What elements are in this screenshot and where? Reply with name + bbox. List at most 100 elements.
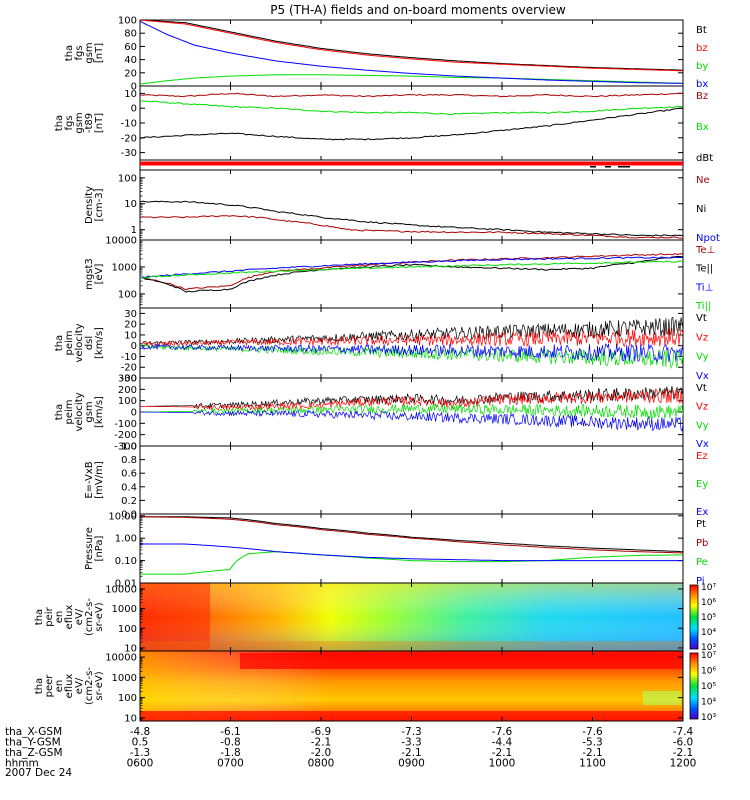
temperature-series-group (140, 253, 683, 293)
density-series-Ne (140, 215, 683, 239)
fgs-gsm-series-by (140, 74, 683, 85)
peir-spec-ylabel-0: tha (34, 609, 45, 625)
peer-spec-ytick-label-0: 10 (124, 713, 137, 724)
fgs-gsm-ylabel-2: gsm (84, 42, 95, 63)
date-label: 2007 Dec 24 (5, 767, 72, 779)
velocity-dsl-ytick-label-6: 30 (124, 309, 137, 320)
pressure-ytick-label-3: 10.00 (108, 511, 137, 522)
density-series-group (140, 200, 683, 239)
pressure-series-Pi (140, 543, 683, 562)
pressure-ytick-label-0: 0.01 (115, 579, 137, 590)
efield-frame (139, 445, 684, 515)
velocity-dsl-ytick-label-0: -30 (121, 374, 137, 385)
fgs-dsl-ylabel-2: gsm (74, 112, 85, 133)
temperature-legend-Ti: Ti|| (695, 301, 711, 312)
ephemeris-value-1-4: -4.4 (492, 737, 513, 749)
pressure-legend-Pb: Pb (696, 538, 708, 549)
hhmm-tick-4: 1000 (489, 758, 516, 770)
efield-ytick-label-4: 0.8 (121, 455, 137, 466)
velocity-gsm-legend-Vz: Vz (696, 402, 708, 413)
hhmm-tick-5: 1100 (579, 758, 606, 770)
flag-mark-1 (605, 166, 611, 168)
efield-ytick-label-5: 1.0 (121, 442, 137, 453)
hhmm-tick-3: 0900 (398, 758, 425, 770)
peir-spectrum-low (140, 641, 683, 651)
velocity-dsl-frame (139, 307, 684, 379)
ephemeris-value-1-1: -0.8 (220, 737, 241, 749)
velocity-dsl-ytick-label-4: 10 (124, 330, 137, 341)
panel-peer-spec: 10³ 10⁴ 10⁵ 10⁶ 10⁷ 10 100 1000 10000 tha peer en ef… (34, 650, 716, 724)
ephemeris-value-0-5: -7.6 (582, 726, 603, 738)
velocity-gsm-ytick-label-1: -200 (114, 430, 137, 441)
fgs-gsm-legend-by: by (696, 61, 708, 72)
hhmm-tick-6: 1200 (670, 758, 697, 770)
fgs-gsm-legend-bz: bz (696, 43, 708, 54)
peir-spec-colorbar-label-0: 10³ (701, 643, 716, 653)
efield-ylabel-1: [mV/m] (94, 461, 105, 499)
temperature-ylabel-1: [eV] (94, 264, 105, 285)
peer-spec-ytick-label-3: 10000 (105, 653, 137, 664)
pressure-legend-Pi: Pi (696, 576, 705, 587)
efield-ytick-label-3: 0.6 (121, 469, 137, 480)
velocity-dsl-ylabel-3: dsl (84, 336, 95, 350)
temperature-frame (139, 239, 684, 309)
fgs-dsl-legend-Bx: Bx (696, 122, 709, 133)
hhmm-tick-2: 0800 (308, 758, 335, 770)
velocity-dsl-ytick-label-2: -10 (121, 352, 137, 363)
temperature-legend-Te: Te|| (695, 264, 713, 275)
ephemeris-value-2-1: -1.8 (220, 747, 241, 759)
velocity-dsl-ylabel-1: peim (64, 330, 75, 355)
pressure-series-Pe (140, 551, 683, 575)
peer-spec-ylabel-3: eflux (64, 674, 75, 699)
fgs-gsm-series-bz (140, 20, 683, 72)
pressure-legend-Pe: Pe (696, 557, 708, 568)
velocity-gsm-series-group (140, 386, 683, 432)
velocity-gsm-legend-Vt: Vt (696, 383, 707, 394)
pressure-series-Pt (140, 516, 683, 553)
peir-spec-colorbar-label-2: 10⁵ (701, 613, 716, 623)
fgs-gsm-series-Bt (140, 20, 683, 71)
pressure-series-Pb (140, 516, 683, 554)
fgs-dsl-ytick-label-4: 10 (124, 89, 137, 100)
fgs-gsm-ytick-label-2: 40 (124, 55, 137, 66)
density-ytick-label-2: 100 (118, 173, 137, 184)
velocity-gsm-ytick-label-6: 300 (118, 374, 137, 385)
temperature-series-Te (140, 255, 683, 293)
density-legend-Npot: Npot (696, 233, 720, 244)
peer-spec-ylabel-4: eV/ (74, 677, 85, 694)
pressure-legend-Pt: Pt (696, 519, 706, 530)
ephemeris-value-1-3: -3.3 (401, 737, 422, 749)
temperature-ytick-label-1: 1000 (112, 262, 137, 273)
peir-spec-colorbar-label-3: 10⁶ (701, 598, 716, 608)
fgs-dsl-series-group (140, 92, 683, 141)
ephemeris-value-0-6: -7.4 (673, 726, 694, 738)
temperature-legend-Te: Te⊥ (695, 245, 715, 256)
ephemeris-label-3: hhmm (5, 758, 39, 770)
pressure-ylabel-0: Pressure (84, 527, 95, 570)
velocity-gsm-ytick-label-3: 0 (131, 408, 137, 419)
density-series-Ni (140, 200, 683, 237)
ephemeris-label-1: tha_Y-GSM (5, 737, 61, 749)
fgs-gsm-legend-Bt: Bt (696, 25, 707, 36)
peir-spectrum-shade (140, 583, 683, 651)
pressure-ylabel-1: [nPa] (94, 535, 105, 561)
fgs-dsl-ytick-label-2: -10 (121, 119, 137, 130)
figure-title: P5 (TH-A) fields and on-board moments ov… (270, 3, 566, 17)
panel-peir-spec: 10³ 10⁴ 10⁵ 10⁶ 10⁷ 10 100 1000 10000 tha peir en ef… (34, 582, 716, 654)
flag-mark-3 (624, 166, 630, 168)
peer-spec-ylabel-1: peer (44, 674, 55, 698)
ephemeris-value-1-2: -2.1 (311, 737, 332, 749)
ephemeris-value-1-0: 0.5 (132, 737, 149, 749)
peer-spec-ylabel-2: en (54, 680, 65, 693)
peir-spec-ytick-label-3: 10000 (105, 584, 137, 595)
panel-temperature: 100 1000 10000 mgst3 [eV] Te⊥ Te|| Ti⊥ Ti|| (84, 236, 715, 313)
panel-density: 1 10 100 Density [cm-3] Ne Ni Npot (84, 169, 720, 244)
ephemeris-value-0-3: -7.3 (401, 726, 422, 738)
density-legend-Ne: Ne (696, 175, 710, 186)
fgs-dsl-series-dBt (140, 107, 683, 141)
ephemeris-value-1-5: -5.3 (582, 737, 603, 749)
fgs-gsm-series-bx (140, 20, 683, 84)
